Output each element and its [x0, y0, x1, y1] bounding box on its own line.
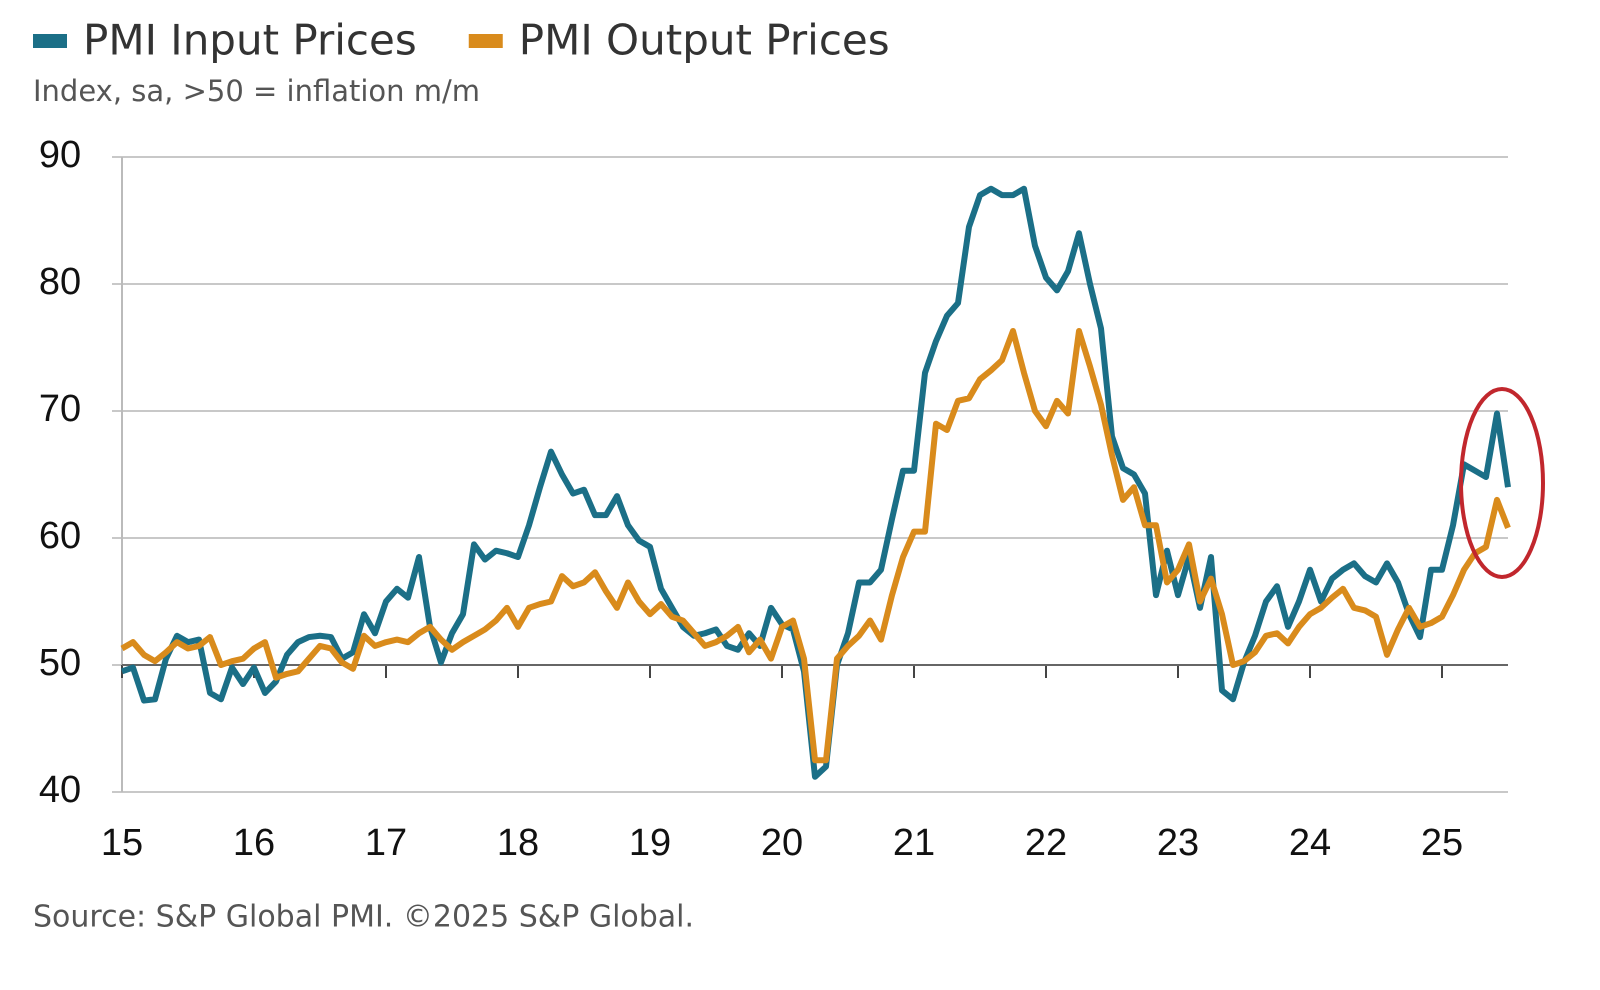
chart-subtitle: Index, sa, >50 = inflation m/m	[33, 74, 480, 108]
data-line	[121, 185, 1511, 780]
x-tick-label: 21	[893, 822, 935, 864]
x-tick-label: 23	[1157, 822, 1199, 864]
x-tick-label: 20	[761, 822, 803, 864]
y-tick-label: 60	[39, 515, 81, 557]
y-tick-label: 70	[39, 388, 81, 430]
y-tick-label: 90	[39, 134, 81, 176]
source-note: Source: S&P Global PMI. ©2025 S&P Global…	[33, 900, 694, 935]
legend-swatch	[468, 34, 503, 48]
x-tick-label: 15	[101, 822, 143, 864]
x-tick-label: 18	[497, 822, 539, 864]
x-tick-label: 17	[365, 822, 407, 864]
y-tick-label: 80	[39, 261, 81, 303]
x-tick-label: 24	[1289, 822, 1331, 864]
y-tick-label: 50	[39, 642, 81, 684]
y-tick-label: 40	[39, 769, 81, 811]
legend-label: PMI Output Prices	[519, 16, 890, 65]
x-tick-label: 19	[629, 822, 671, 864]
data-line	[120, 327, 1511, 764]
x-tick-label: 25	[1421, 822, 1463, 864]
x-tick-label: 16	[233, 822, 275, 864]
legend-label: PMI Input Prices	[83, 16, 417, 65]
highlight-circle	[1459, 387, 1545, 579]
x-tick-label: 22	[1025, 822, 1067, 864]
legend-swatch	[33, 34, 67, 48]
